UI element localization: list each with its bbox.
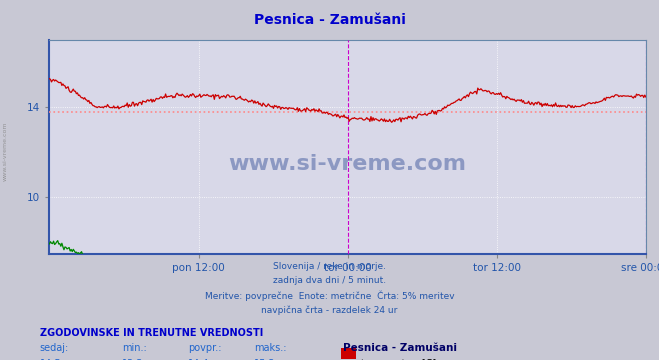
Text: zadnja dva dni / 5 minut.: zadnja dva dni / 5 minut. — [273, 276, 386, 285]
Text: Pesnica - Zamušani: Pesnica - Zamušani — [343, 343, 457, 354]
Text: Slovenija / reke in morje.: Slovenija / reke in morje. — [273, 262, 386, 271]
Text: temperatura[C]: temperatura[C] — [361, 359, 438, 360]
Text: 14,4: 14,4 — [188, 359, 210, 360]
Text: ZGODOVINSKE IN TRENUTNE VREDNOSTI: ZGODOVINSKE IN TRENUTNE VREDNOSTI — [40, 328, 263, 338]
Text: povpr.:: povpr.: — [188, 343, 221, 354]
Text: Meritve: povprečne  Enote: metrične  Črta: 5% meritev: Meritve: povprečne Enote: metrične Črta:… — [205, 291, 454, 301]
Text: min.:: min.: — [122, 343, 147, 354]
Text: www.si-vreme.com: www.si-vreme.com — [3, 121, 8, 181]
Text: sedaj:: sedaj: — [40, 343, 69, 354]
Text: Pesnica - Zamušani: Pesnica - Zamušani — [254, 13, 405, 27]
Text: navpična črta - razdelek 24 ur: navpična črta - razdelek 24 ur — [262, 305, 397, 315]
Text: 14,5: 14,5 — [40, 359, 61, 360]
Text: www.si-vreme.com: www.si-vreme.com — [229, 154, 467, 174]
Text: maks.:: maks.: — [254, 343, 286, 354]
Text: 13,3: 13,3 — [122, 359, 144, 360]
Text: 15,2: 15,2 — [254, 359, 275, 360]
